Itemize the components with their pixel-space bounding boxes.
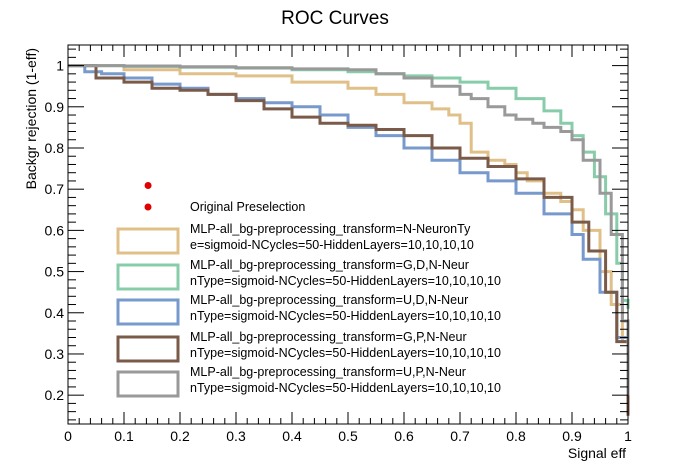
y-axis: 0.2 0.3 0.4 0.5 0.6 0.7 0.8 0.9 1: [45, 48, 628, 421]
legend-label-4-line-2: nType=sigmoid-NCycles=50-HiddenLayers=10…: [190, 346, 501, 360]
x-tick-label: 0.2: [170, 428, 190, 444]
curves-group: [68, 64, 630, 416]
y-tick-label: 0.7: [45, 181, 65, 197]
legend-label-original-preselection: Original Preselection: [190, 200, 305, 214]
x-tick-label: 0.9: [562, 428, 582, 444]
x-tick-label: 1: [624, 428, 632, 444]
legend-label-3-line-2: nType=sigmoid-NCycles=50-HiddenLayers=10…: [190, 309, 501, 323]
x-tick-label: 0.3: [226, 428, 246, 444]
y-tick-label: 1: [56, 58, 64, 74]
roc-curve-5: [68, 64, 630, 396]
x-tick-label: 0.8: [506, 428, 526, 444]
x-axis: 0 0.1 0.2 0.3 0.4 0.5 0.6 0.7 0.8 0.9 1: [64, 45, 632, 444]
legend-label-2-line-1: MLP-all_bg-preprocessing_transform=G,D,N…: [190, 258, 469, 272]
y-tick-label: 0.6: [45, 222, 65, 238]
legend-swatch-1: [116, 227, 180, 255]
x-axis-title: Signal eff: [568, 445, 626, 461]
legend: Original Preselection MLP-all_bg-preproce…: [116, 200, 501, 398]
marker-group: [144, 181, 152, 189]
y-tick-label: 0.9: [45, 99, 65, 115]
roc-curve-4: [68, 64, 630, 416]
legend-label-5-line-2: nType=sigmoid-NCycles=50-HiddenLayers=10…: [190, 381, 501, 395]
legend-swatch-3: [116, 298, 180, 326]
legend-label-1-line-1: MLP-all_bg-preprocessing_transform=N-Neu…: [190, 222, 471, 236]
x-tick-label: 0.5: [338, 428, 358, 444]
legend-label-4-line-1: MLP-all_bg-preprocessing_transform=G,P,N…: [190, 330, 467, 344]
y-tick-label: 0.5: [45, 264, 65, 280]
y-tick-label: 0.4: [45, 305, 65, 321]
legend-label-1-line-2: e=sigmoid-NCycles=50-HiddenLayers=10,10,…: [190, 238, 474, 252]
y-tick-label: 0.8: [45, 140, 65, 156]
x-tick-label: 0.7: [450, 428, 470, 444]
chart-title: ROC Curves: [281, 8, 389, 29]
legend-marker-original-preselection: [144, 203, 152, 211]
legend-swatch-5: [116, 370, 180, 398]
x-tick-label: 0.1: [114, 428, 134, 444]
x-tick-label: 0.4: [282, 428, 302, 444]
x-tick-label: 0.6: [394, 428, 414, 444]
legend-label-3-line-1: MLP-all_bg-preprocessing_transform=U,D,N…: [190, 293, 468, 307]
legend-swatch-2: [116, 263, 180, 291]
original-preselection-marker: [144, 181, 152, 189]
y-tick-label: 0.2: [45, 387, 65, 403]
y-tick-label: 0.3: [45, 346, 65, 362]
legend-label-5-line-1: MLP-all_bg-preprocessing_transform=U,P,N…: [190, 365, 466, 379]
legend-swatch-4: [116, 335, 180, 363]
x-tick-label: 0: [64, 428, 72, 444]
legend-label-2-line-2: nType=sigmoid-NCycles=50-HiddenLayers=10…: [190, 274, 501, 288]
y-axis-title: Backgr rejection (1-eff): [23, 48, 39, 189]
